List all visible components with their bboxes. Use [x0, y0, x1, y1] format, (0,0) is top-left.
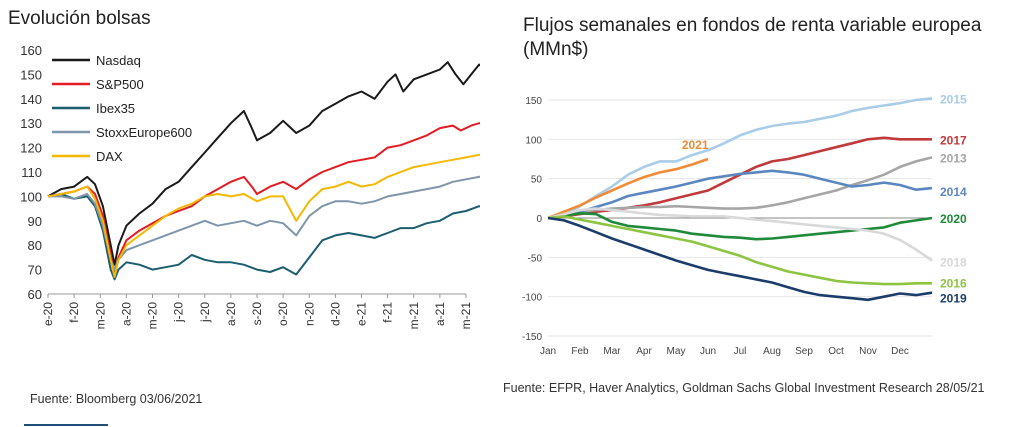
series-line-2014	[547, 169, 933, 220]
series-line-ibex35	[47, 193, 480, 281]
y-tick-label-60: 60	[28, 287, 42, 302]
x-tick-label-12: e-21	[355, 302, 369, 326]
fund-flows-chart: 150 100 50 0 -50 -100 -150 Jan Feb Mar Apr May Jun Ju…	[522, 92, 967, 357]
x-tick-label-jul: Jul	[734, 346, 747, 357]
series-label-2019: 2019	[940, 292, 967, 306]
x-tick-label-8: s-20	[250, 302, 264, 326]
series-line-2019	[547, 216, 933, 302]
right-source: Fuente: EFPR, Haver Analytics, Goldman S…	[503, 381, 985, 395]
x-tick-label-1: f-20	[67, 302, 81, 323]
series-line-dax	[47, 153, 480, 278]
x-tick-label-mar: Mar	[603, 346, 621, 357]
x-tick-label-10: n-20	[302, 302, 316, 326]
y-tick-label--50: -50	[528, 253, 543, 264]
series-line-2021	[547, 157, 709, 220]
series-label-2020: 2020	[940, 212, 967, 226]
legend-label-2: Ibex35	[96, 101, 135, 116]
y-tick-label-120: 120	[20, 141, 42, 156]
left-source: Fuente: Bloomberg 03/06/2021	[30, 392, 203, 406]
series-label-2021: 2021	[682, 138, 709, 152]
x-tick-label-nov: Nov	[859, 346, 877, 357]
x-tick-label-7: a-20	[224, 302, 238, 326]
x-tick-label-6: j-20	[198, 302, 212, 323]
series-label-2018: 2018	[940, 255, 967, 269]
x-tick-label-aug: Aug	[763, 346, 781, 357]
x-tick-label-2: m-20	[93, 302, 107, 330]
footer-rule	[24, 424, 108, 426]
legend-label-1: S&P500	[96, 77, 144, 92]
x-tick-label-oct: Oct	[828, 346, 844, 357]
y-tick-label-80: 80	[28, 238, 42, 253]
x-tick-label-4: m-20	[146, 302, 160, 330]
y-tick-label-100: 100	[20, 189, 42, 204]
x-tick-label-5: j-20	[172, 302, 186, 323]
y-tick-label-50: 50	[531, 175, 543, 186]
series-line-nasdaq	[47, 61, 480, 266]
x-tick-label-3: a-20	[119, 302, 133, 326]
x-tick-label-jan: Jan	[540, 346, 556, 357]
series-line-2018	[547, 207, 933, 262]
series-line-2016	[547, 215, 932, 286]
series-label-2017: 2017	[940, 133, 967, 147]
series-line-2020	[547, 212, 933, 241]
legend-label-0: Nasdaq	[96, 53, 141, 68]
equity-index-chart: 60 70 80 90 100 110 120 130 140 150 160 e-20 f-20 m-2…	[20, 43, 480, 330]
y-tick-label-150: 150	[525, 96, 542, 107]
right-chart-title: Flujos semanales en fondos de renta vari…	[523, 15, 982, 60]
series-line-2015	[547, 97, 933, 220]
series-label-2015: 2015	[940, 92, 967, 106]
x-tick-label-jun: Jun	[700, 346, 716, 357]
x-tick-label-15: a-21	[433, 302, 447, 326]
y-tick-label--100: -100	[522, 293, 542, 304]
x-tick-label-0: e-20	[41, 302, 55, 326]
series-label-2013: 2013	[940, 151, 967, 165]
x-tick-label-14: m-21	[407, 302, 421, 330]
legend-label-4: DAX	[96, 149, 123, 164]
x-tick-label-11: d-20	[328, 302, 342, 326]
y-tick-label-130: 130	[20, 116, 42, 131]
y-tick-label-150: 150	[20, 67, 42, 82]
x-tick-label-16: m-21	[459, 302, 473, 330]
y-tick-label-160: 160	[20, 43, 42, 58]
left-chart-title: Evolución bolsas	[8, 8, 151, 29]
y-tick-label-70: 70	[28, 263, 42, 278]
x-tick-label-feb: Feb	[571, 346, 589, 357]
series-label-2016: 2016	[940, 276, 967, 290]
series-label-2014: 2014	[940, 185, 967, 199]
x-tick-label-13: f-21	[381, 302, 395, 323]
x-tick-label-may: May	[667, 346, 686, 357]
y-tick-label-90: 90	[28, 214, 42, 229]
y-tick-label-110: 110	[21, 165, 42, 180]
x-tick-label-apr: Apr	[636, 346, 652, 357]
legend-label-3: StoxxEurope600	[96, 125, 192, 140]
y-tick-label--150: -150	[522, 332, 542, 343]
x-tick-label-sep: Sep	[795, 346, 813, 357]
y-tick-label-140: 140	[20, 92, 42, 107]
x-tick-label-dec: Dec	[891, 346, 909, 357]
series-line-2013	[547, 156, 933, 220]
x-tick-label-9: o-20	[276, 302, 290, 326]
y-tick-label-0: 0	[536, 214, 542, 225]
y-tick-label-100: 100	[525, 135, 542, 146]
